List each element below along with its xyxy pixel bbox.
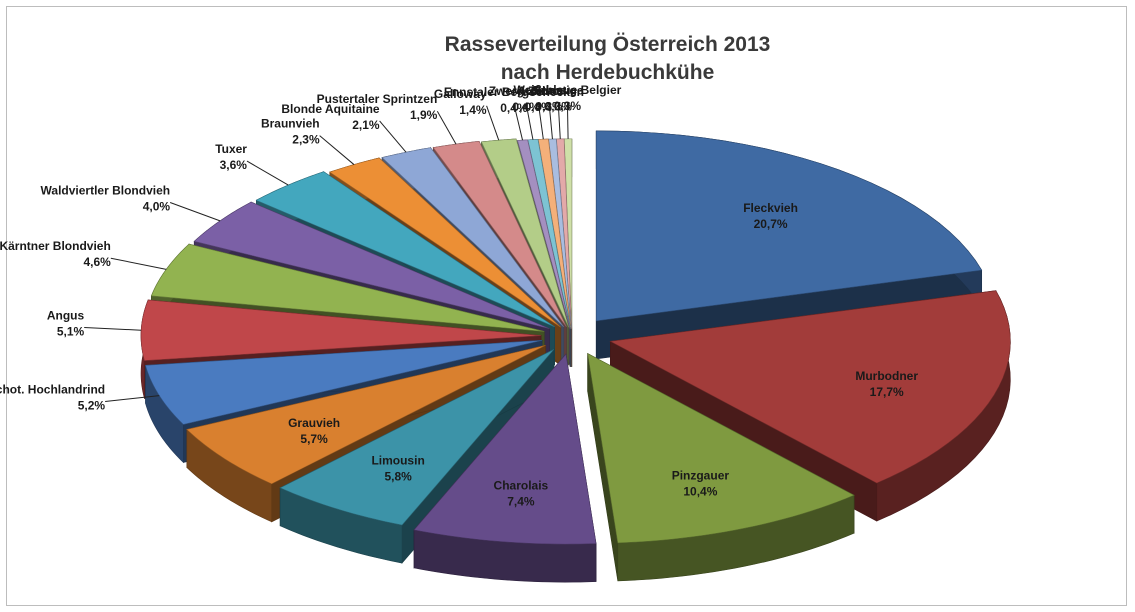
- slice-label: Galloway: [434, 87, 487, 101]
- slice-value-label: 0,3%: [535, 99, 563, 113]
- slice-value-label: 17,7%: [870, 385, 904, 399]
- leader-line: [379, 120, 407, 153]
- leader-line: [513, 103, 524, 141]
- leader-line: [84, 326, 142, 331]
- leader-line: [319, 135, 355, 165]
- leader-line: [110, 257, 167, 270]
- slice-label: Aubrac: [518, 84, 560, 98]
- leader-line: [548, 102, 553, 140]
- leader-line: [566, 102, 569, 139]
- slice-label: Zwerg-Zebus: [489, 84, 564, 98]
- slice-value-label: 2,3%: [292, 133, 320, 147]
- slice-value-label: 20,7%: [754, 217, 788, 231]
- slice-label: Kärntner Blondvieh: [0, 239, 111, 253]
- slice-label: Ennstaler Bergschecken: [444, 85, 584, 99]
- slice-value-label: 5,8%: [384, 469, 412, 483]
- slice-label: Murbodner: [855, 369, 918, 383]
- slice-label: Tuxer: [215, 142, 247, 156]
- slice-value-label: 5,1%: [57, 324, 85, 338]
- slice-value-label: 3,6%: [220, 158, 248, 172]
- leader-line: [486, 105, 500, 141]
- slice-label: Sonstige: [533, 83, 584, 97]
- chart-title: Rasseverteilung Österreich 2013: [444, 33, 771, 56]
- pie-slice: [609, 290, 1011, 522]
- slice-label: Pinzgauer: [672, 468, 730, 482]
- leader-line: [169, 202, 221, 222]
- leader-line: [436, 110, 457, 145]
- chart-subtitle: nach Herdebuchkühe: [500, 61, 715, 84]
- slice-value-label: 0,3%: [554, 99, 582, 113]
- slice-label: Salers: [531, 83, 567, 97]
- leader-line: [246, 160, 289, 186]
- slice-label: Braunvieh: [261, 117, 320, 131]
- leader-line: [105, 395, 160, 402]
- slice-value-label: 0,3%: [545, 99, 573, 113]
- pie-slice: [413, 353, 597, 583]
- slice-label: Angus: [47, 308, 85, 322]
- pie-slice: [587, 352, 855, 582]
- slice-value-label: 4,6%: [83, 255, 111, 269]
- slice-label: Fleckvieh: [743, 201, 798, 215]
- slice-value-label: 10,4%: [683, 484, 717, 498]
- slice-label: Waldviertler Blondvieh: [41, 184, 171, 198]
- slice-value-label: 2,1%: [352, 118, 380, 132]
- slice-label: Weiß-blaue Belgier: [513, 83, 621, 97]
- slice-label: Blonde Aquitaine: [281, 102, 380, 116]
- slice-label: Schot. Hochlandrind: [0, 382, 105, 396]
- slice-value-label: 0,4%: [500, 101, 528, 115]
- leader-line: [557, 102, 561, 139]
- slice-value-label: 0,4%: [512, 100, 540, 114]
- slice-label: Pustertaler Sprintzen: [317, 92, 438, 106]
- slice-value-label: 1,4%: [459, 103, 487, 117]
- leader-line: [525, 103, 534, 140]
- slice-label: Charolais: [494, 478, 549, 492]
- slice-label: Limousin: [371, 453, 424, 467]
- slice-value-label: 1,9%: [410, 108, 438, 122]
- slice-value-label: 5,7%: [300, 432, 328, 446]
- slice-value-label: 0,4%: [525, 100, 553, 114]
- slice-value-label: 5,2%: [78, 398, 106, 412]
- slice-label: Grauvieh: [288, 416, 340, 430]
- leader-line: [537, 102, 544, 140]
- slice-value-label: 7,4%: [507, 494, 535, 508]
- slice-value-label: 4,0%: [143, 200, 171, 214]
